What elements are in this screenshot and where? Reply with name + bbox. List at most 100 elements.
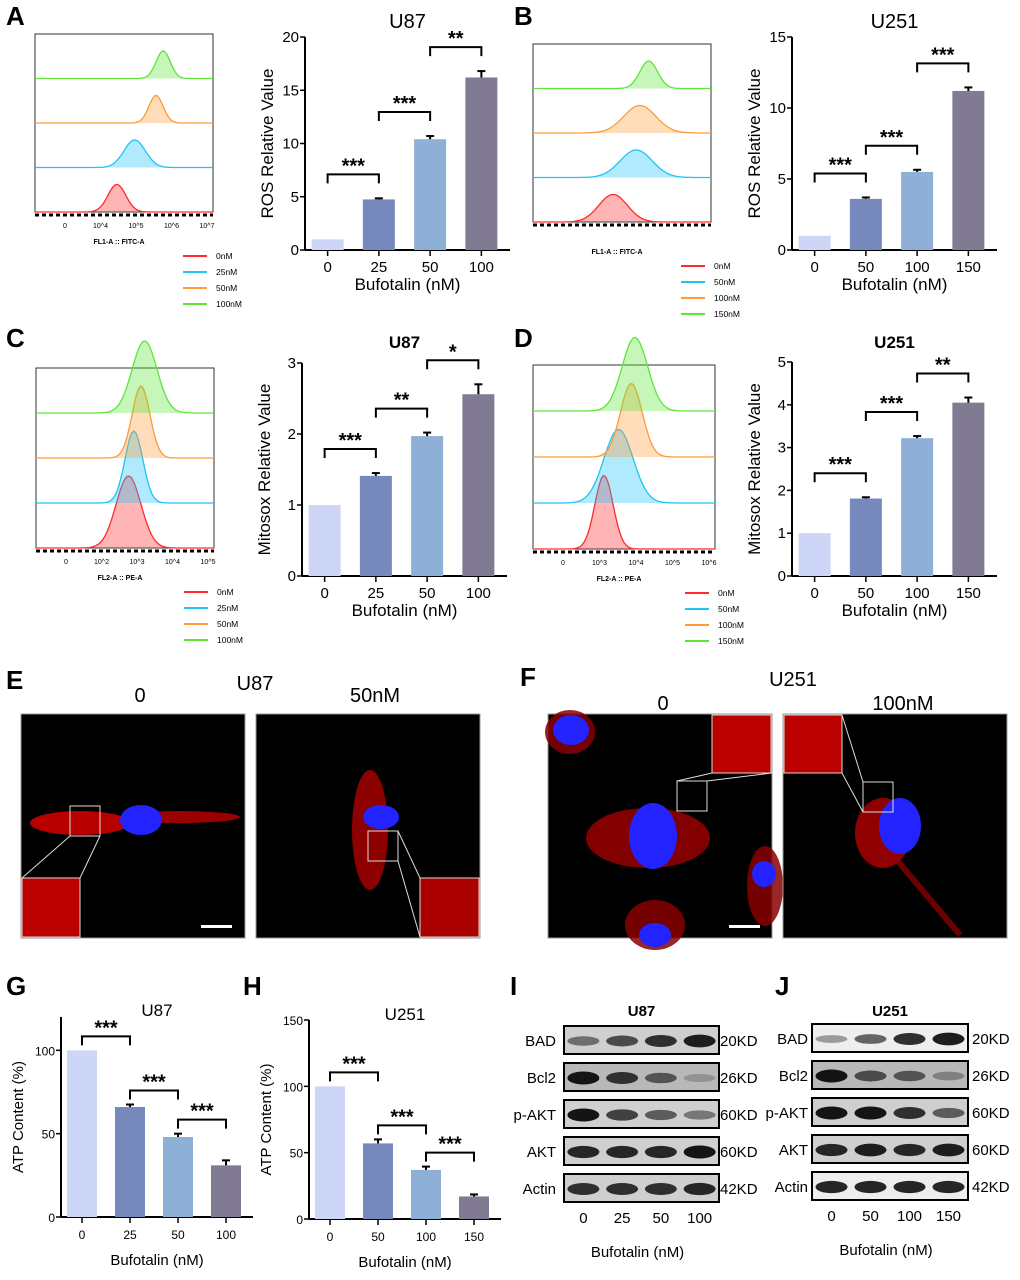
x-tick-label: 50 (858, 259, 875, 276)
protein-label: Bcl2 (779, 1068, 808, 1085)
y-tick-label: 10 (769, 100, 786, 117)
x-tick-label: 25 (368, 585, 385, 602)
flow-tick-label: 10^4 (165, 559, 180, 566)
blot-row: Actin 42KD (775, 1171, 1010, 1201)
histogram-trace (36, 475, 214, 549)
micrograph-f-control (545, 710, 783, 950)
x-tick-label: 100 (416, 1230, 436, 1244)
blot-band (815, 1106, 848, 1120)
legend-label: 0nM (714, 261, 731, 271)
y-tick-label: 1 (288, 497, 296, 514)
flow-tick-label: 10^3 (130, 559, 145, 566)
panel-label-b: B (514, 1, 533, 31)
flow-x-label: FL1-A :: FITC-A (591, 249, 642, 256)
flow-tick-label: 0 (561, 560, 565, 567)
micrograph-panel-f: U251 0 100nM (545, 669, 1008, 950)
blot-row: BAD 20KD (525, 1025, 758, 1055)
protein-label: BAD (777, 1031, 808, 1048)
panel-label-g: G (6, 971, 26, 1001)
y-tick-label: 50 (42, 1128, 56, 1142)
zoom-box (69, 805, 101, 837)
bar (211, 1165, 241, 1217)
blot-band (683, 1182, 716, 1196)
nucleus (629, 803, 677, 869)
blot-band (644, 1035, 677, 1047)
significance-label: *** (931, 44, 955, 66)
significance-bracket (177, 1118, 227, 1129)
x-axis-label: Bufotalin (nM) (355, 275, 461, 294)
legend-label: 50nM (216, 283, 237, 293)
histogram-fill (35, 184, 213, 212)
protein-label: Actin (523, 1181, 556, 1198)
panel-label-d: D (514, 323, 533, 353)
micrograph-f-treated (782, 713, 1008, 939)
histogram-fill (533, 194, 711, 222)
significance-bracket (813, 472, 867, 483)
nucleus (120, 805, 162, 835)
panel-label-f: F (520, 662, 536, 692)
flow-tick-label: 10^3 (592, 560, 607, 567)
molecular-weight-label: 20KD (972, 1031, 1010, 1048)
histogram-trace (35, 94, 213, 124)
flow-tick-label: 10^5 (665, 560, 680, 567)
legend-label: 150nM (718, 636, 744, 646)
significance-label: *** (829, 454, 853, 476)
y-tick-label: 0 (291, 242, 299, 259)
y-tick-label: 50 (290, 1147, 304, 1161)
legend-label: 100nM (718, 620, 744, 630)
histogram-trace (533, 193, 711, 223)
panel-label-j: J (775, 971, 789, 1001)
blot-band (683, 1073, 716, 1083)
blot-band (932, 1180, 965, 1194)
chart-title: U251 (874, 333, 915, 352)
significance-label: *** (393, 93, 417, 115)
flow-tick-label: 10^6 (702, 560, 717, 567)
chart-title: U87 (389, 333, 420, 352)
blot-band (644, 1183, 677, 1195)
flow-x-label: FL2-A :: PE-A (98, 575, 143, 582)
histogram-fill (36, 476, 214, 548)
y-tick-label: 0 (296, 1213, 303, 1227)
bar (411, 436, 444, 576)
histogram-trace (533, 336, 715, 412)
blot-band (815, 1069, 848, 1083)
blot-band (893, 1180, 926, 1194)
legend-label: 50nM (714, 277, 735, 287)
blot-band (683, 1034, 716, 1048)
blot-band (815, 1143, 848, 1157)
x-tick-label: 50 (858, 585, 875, 602)
flow-tick-label: 0 (64, 559, 68, 566)
histogram-trace (533, 60, 711, 90)
molecular-weight-label: 42KD (972, 1179, 1010, 1196)
y-tick-label: 1 (778, 525, 786, 542)
blot-band (932, 1032, 965, 1046)
flow-tick-label: 10^7 (200, 223, 215, 230)
blot-band (932, 1107, 965, 1119)
lane-label: 150 (936, 1208, 961, 1225)
zoom-box (862, 781, 894, 813)
blot-band (567, 1145, 600, 1159)
bar (952, 90, 985, 251)
significance-label: ** (394, 390, 410, 412)
molecular-weight-label: 60KD (720, 1144, 758, 1161)
bar (849, 498, 882, 576)
molecular-weight-label: 42KD (720, 1181, 758, 1198)
x-tick-label: 0 (79, 1228, 86, 1242)
blot-band (644, 1109, 677, 1121)
legend-label: 100nM (714, 293, 740, 303)
blot-band (932, 1071, 965, 1081)
x-tick-label: 0 (327, 1230, 334, 1244)
y-tick-label: 100 (283, 1080, 303, 1094)
bar-chart-g: U87 0 50 100 0 25 50 100 *** *** *** Bufotalin (nM)… (10, 1001, 253, 1269)
significance-bracket (129, 1089, 179, 1100)
panel-label-a: A (6, 1, 25, 31)
histogram-fill (533, 150, 711, 178)
histogram-fill (533, 383, 715, 457)
bar (362, 199, 395, 250)
significance-label: *** (339, 430, 363, 452)
bar (798, 235, 831, 250)
protein-label: p-AKT (513, 1107, 556, 1124)
protein-label: AKT (779, 1142, 808, 1159)
bar (363, 1143, 393, 1219)
blot-band (606, 1145, 639, 1159)
